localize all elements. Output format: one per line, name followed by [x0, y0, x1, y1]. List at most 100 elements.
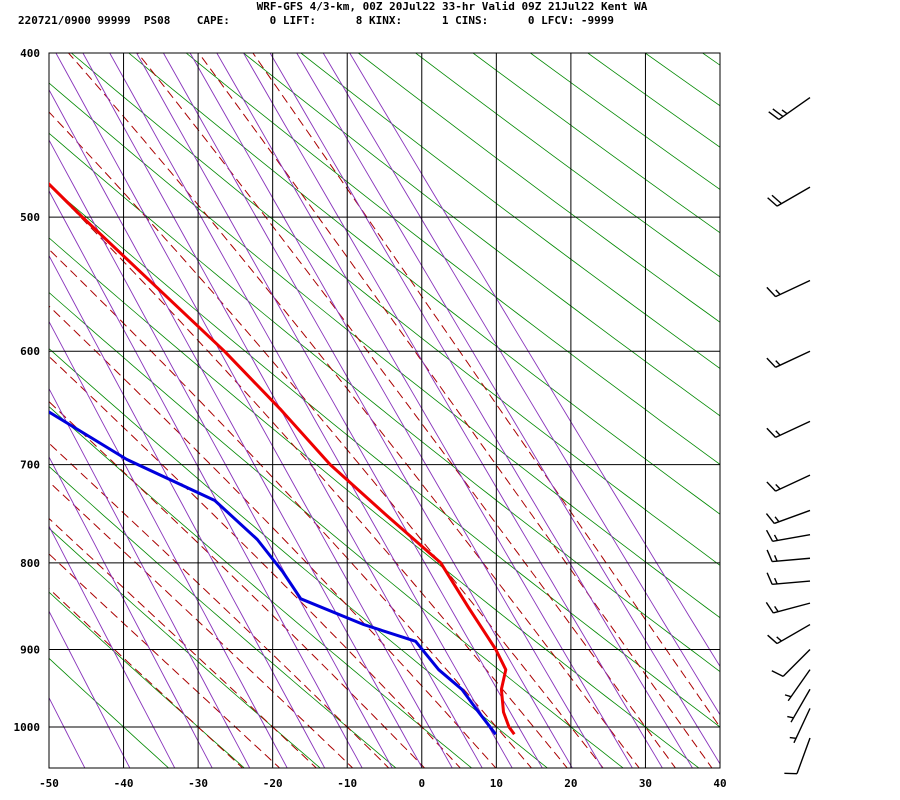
mixing-ratio-lines — [49, 53, 720, 768]
dry-adiabat — [128, 53, 720, 515]
moist-adiabat — [49, 184, 568, 768]
pressure-tick-label: 800 — [20, 557, 40, 570]
wind-barb — [766, 279, 811, 298]
temperature-tick-label: 30 — [639, 777, 652, 790]
wind-barb-shaft — [773, 602, 811, 614]
wind-barb-shaft — [772, 557, 811, 563]
mixing-ratio-line — [49, 610, 131, 768]
mixing-ratio-line — [55, 53, 453, 768]
temperature-tick-label: -20 — [263, 777, 283, 790]
wind-barb — [766, 420, 811, 439]
wind-barb-shaft — [772, 534, 811, 543]
dry-adiabats — [49, 15, 900, 770]
temperature-tick-label: 10 — [490, 777, 503, 790]
mixing-ratio-line — [82, 53, 483, 768]
wind-barb-shaft — [776, 186, 811, 207]
wind-barb-half-feather — [775, 483, 781, 490]
dry-adiabat — [185, 53, 720, 465]
moist-adiabat — [49, 401, 426, 768]
dry-adiabat — [49, 465, 397, 768]
wind-barb-feather — [766, 357, 777, 368]
wind-barb-feather — [765, 513, 775, 524]
dry-adiabat — [49, 348, 549, 768]
wind-barb-shaft — [782, 649, 811, 677]
dry-adiabat — [49, 291, 624, 768]
wind-barb-feather — [766, 549, 773, 562]
moist-adiabat — [67, 53, 640, 768]
dry-adiabat — [529, 53, 720, 191]
header-line-1: WRF-GFS 4/3-km, 00Z 20Jul22 33-hr Valid … — [256, 0, 648, 13]
chart-header-model-run: WRF-GFS 4/3-km, 00Z 20Jul22 33-hr Valid … — [0, 0, 900, 13]
wind-barb — [766, 549, 811, 563]
wind-barb — [789, 708, 811, 744]
header-line-2: 220721/0900 99999 PS08 CAPE: 0 LIFT: 8 K… — [18, 14, 615, 27]
wind-barb-feather — [766, 572, 773, 585]
wind-barb — [771, 649, 811, 677]
temperature-tick-label: -10 — [337, 777, 357, 790]
dry-adiabat — [49, 591, 245, 768]
moist-adiabat — [49, 517, 318, 768]
dry-adiabat — [819, 15, 900, 770]
wind-barb-shaft — [775, 474, 811, 492]
wind-barb-shaft — [778, 97, 811, 120]
wind-barb-half-feather — [774, 516, 780, 523]
mixing-ratio-line — [49, 696, 86, 768]
temperature-tick-label: 0 — [418, 777, 425, 790]
moist-adiabats — [49, 53, 720, 768]
wind-barb-half-feather — [789, 736, 797, 739]
temperature-tick-label: 20 — [564, 777, 577, 790]
dry-adiabat — [300, 53, 720, 369]
mixing-ratio-line — [49, 387, 251, 768]
wind-barb-half-feather — [776, 636, 782, 642]
dry-adiabat — [587, 53, 720, 148]
mixing-ratio-line — [49, 525, 176, 768]
wind-barb — [765, 529, 811, 543]
wind-barb-shaft — [775, 420, 811, 439]
wind-barb-half-feather — [773, 577, 778, 585]
wind-barb — [767, 186, 811, 207]
mixing-ratio-line — [49, 320, 288, 768]
wind-barb-half-feather — [784, 694, 792, 698]
pressure-tick-labels: 400 500 600 700 800 900 1000 — [14, 47, 41, 734]
wind-barb-feather — [767, 197, 778, 207]
wind-barb-shaft — [775, 350, 811, 368]
temperature-tick-labels: -50 -40 -30 -20 -10 0 10 20 30 40 — [39, 777, 727, 790]
wind-barb-half-feather — [787, 715, 794, 719]
wind-barb — [784, 737, 811, 775]
pressure-tick-label: 900 — [20, 643, 40, 656]
dry-adiabat — [49, 657, 170, 768]
wind-barb — [765, 509, 811, 525]
mixing-ratio-line — [349, 53, 720, 668]
mixing-ratio-line — [189, 53, 603, 768]
pressure-tick-label: 400 — [20, 47, 40, 60]
temperature-tick-label: 40 — [713, 777, 726, 790]
wind-barb-shaft — [787, 669, 811, 702]
dry-adiabat — [49, 237, 700, 768]
dry-adiabat — [49, 527, 321, 768]
wind-barb-half-feather — [775, 360, 781, 366]
wind-barb-feather — [765, 602, 774, 614]
dry-adiabat — [49, 132, 720, 673]
moist-adiabat — [49, 305, 497, 768]
mixing-ratio-line — [136, 53, 543, 768]
wind-barb — [767, 623, 811, 645]
mixing-ratio-line — [49, 455, 213, 768]
moist-adiabat — [49, 111, 604, 768]
moist-adiabat — [198, 53, 713, 768]
wind-barb-shaft — [776, 623, 811, 645]
wind-barb-shaft — [772, 580, 811, 586]
mixing-ratio-line — [49, 190, 363, 768]
mixing-ratio-line — [49, 254, 326, 768]
moist-adiabat — [252, 53, 720, 728]
wind-barb — [766, 572, 811, 586]
wind-barb-half-feather — [781, 109, 788, 115]
wind-barb-feather — [765, 529, 774, 542]
temperature-tick-label: -50 — [39, 777, 59, 790]
wind-barb-feather — [766, 427, 777, 438]
temperature-profile — [49, 182, 516, 736]
wind-barb-feather — [771, 670, 784, 677]
mixing-ratio-line — [269, 53, 693, 768]
wind-barb — [784, 669, 811, 702]
dry-adiabat — [644, 53, 720, 107]
